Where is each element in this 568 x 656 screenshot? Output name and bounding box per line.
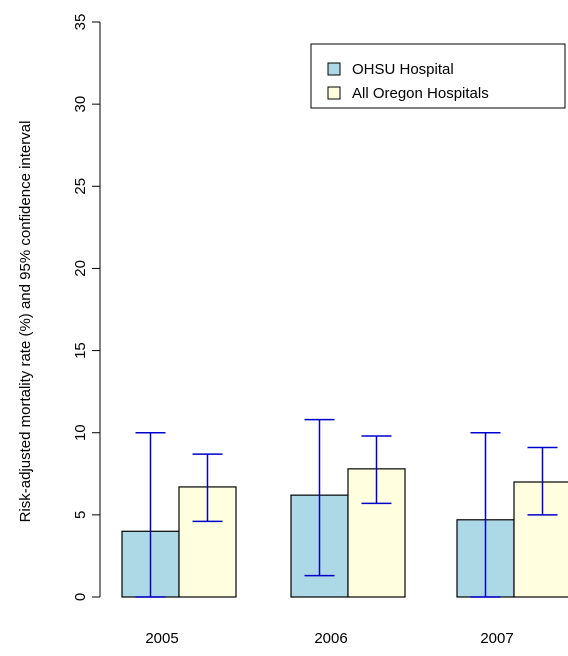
- y-tick-label: 0: [72, 593, 89, 601]
- legend-swatch: [327, 86, 341, 100]
- legend-label: OHSU Hospital: [352, 61, 454, 78]
- y-tick-label: 5: [72, 511, 89, 519]
- y-axis: 0 5 10 15 20 25 30 35: [72, 14, 101, 601]
- y-tick-label: 30: [72, 96, 89, 113]
- y-tick-label: 35: [72, 14, 89, 31]
- legend: OHSU Hospital All Oregon Hospitals: [310, 43, 566, 109]
- y-tick-label: 10: [72, 424, 89, 441]
- y-tick-label: 25: [72, 178, 89, 195]
- y-tick-label: 15: [72, 342, 89, 359]
- category-label: 2005: [145, 630, 178, 647]
- error-bars: [135, 418, 558, 598]
- y-tick-label: 20: [72, 260, 89, 277]
- category-labels: 2005 2006 2007: [145, 630, 513, 647]
- category-label: 2007: [480, 630, 513, 647]
- legend-swatch: [327, 62, 341, 76]
- category-label: 2006: [314, 630, 347, 647]
- legend-box: [310, 43, 566, 109]
- bars: [121, 468, 568, 598]
- bar-all-oregon: [513, 481, 568, 598]
- legend-label: All Oregon Hospitals: [352, 85, 489, 102]
- y-axis-title: Risk-adjusted mortality rate (%) and 95%…: [17, 121, 34, 523]
